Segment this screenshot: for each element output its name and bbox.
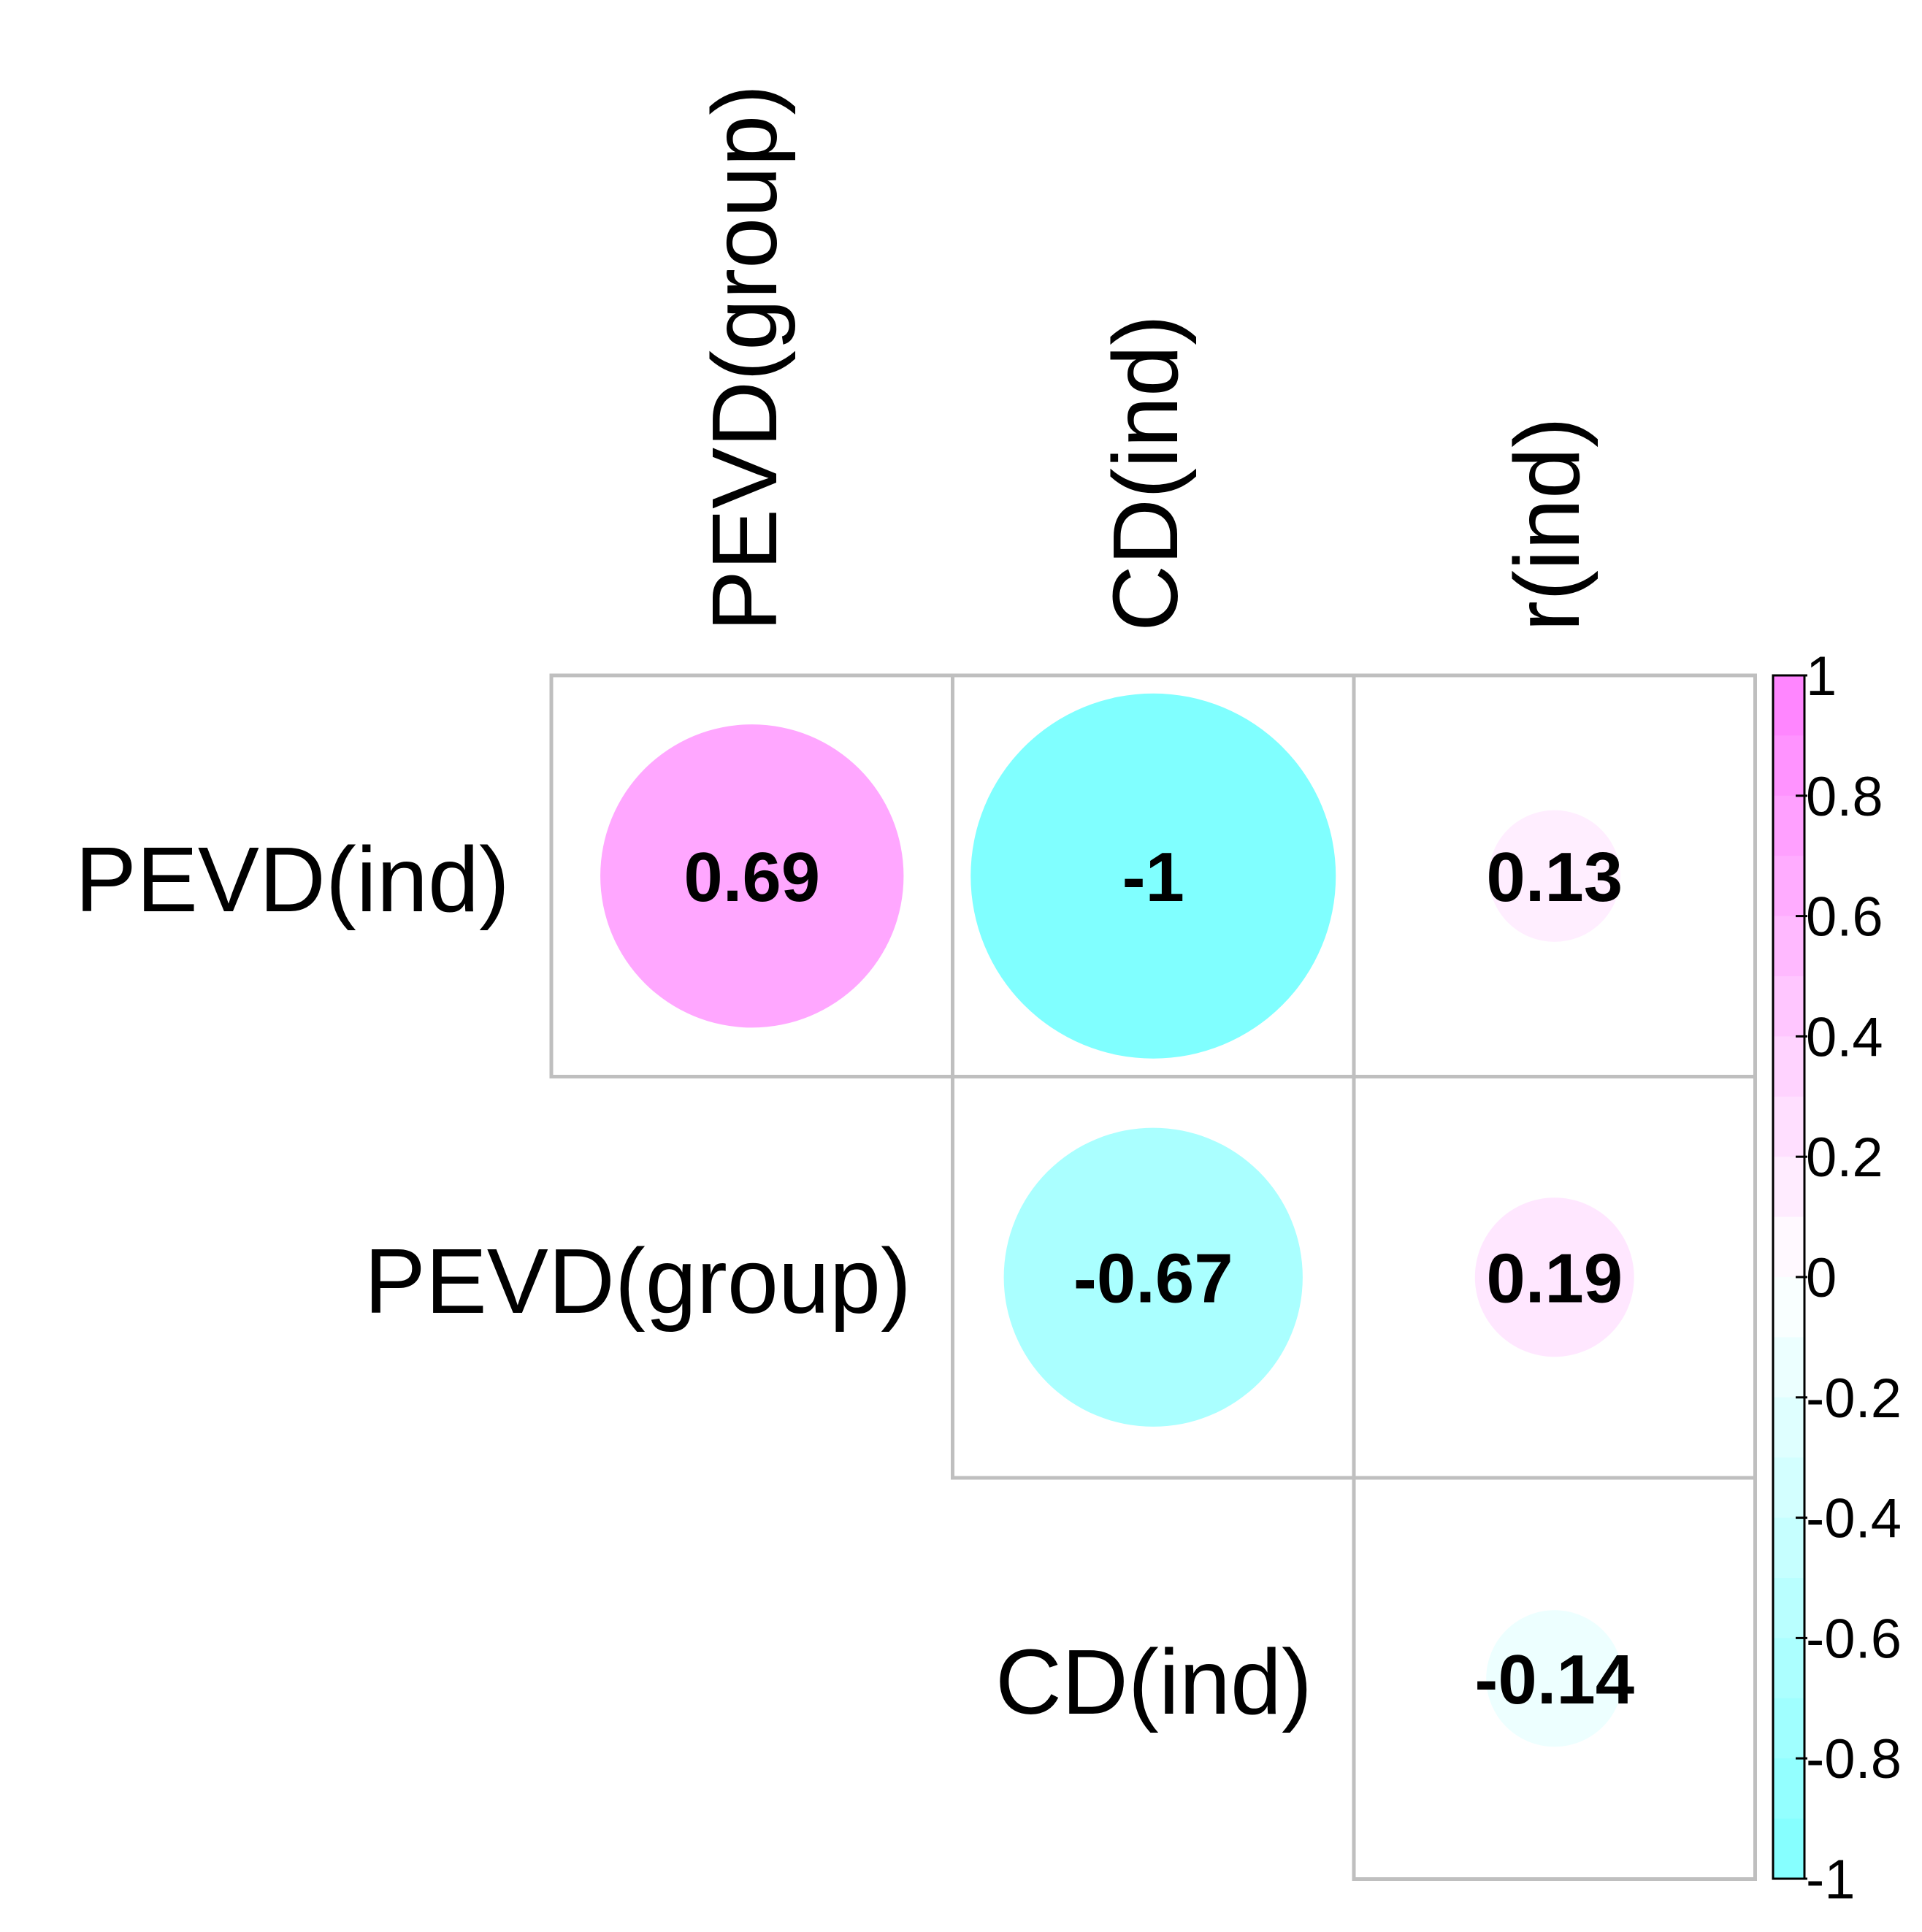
colorbar-segment [1773,1277,1804,1338]
colorbar-segment [1773,976,1804,1037]
correlation-value-label: 0.19 [1486,1239,1623,1317]
colorbar-tick-label: 1 [1806,645,1837,708]
matrix-cell: -0.67 [951,1075,1356,1480]
row-labels: PEVD(ind) PEVD(group) CD(ind) [75,828,1312,1733]
colorbar-segment [1773,1758,1804,1820]
correlation-circle [1488,810,1620,942]
row-label-pevd-group: PEVD(group) [364,1230,911,1333]
colorbar-tick-label: 0.8 [1806,766,1883,828]
colorbar-tick-label: -0.2 [1806,1368,1902,1430]
correlation-circle [1474,1197,1634,1357]
correlation-value-label: 0.13 [1486,838,1623,916]
row-label-pevd-ind: PEVD(ind) [75,828,510,931]
colorbar-tick-label: -0.6 [1806,1608,1902,1670]
colorbar-segment [1773,1638,1804,1699]
column-label-cd-ind: CD(ind) [1094,315,1197,632]
matrix-cells: 0.69 -1 0.13 -0.67 0.19 -0.14 [549,673,1757,1881]
colorbar-segment [1773,795,1804,856]
colorbar-tick-label: -0.4 [1806,1488,1902,1550]
column-label-r-ind: r(ind) [1496,417,1599,632]
correlation-value-label: -0.67 [1073,1239,1233,1317]
colorbar-segment [1773,916,1804,977]
colorbar-segment [1773,1157,1804,1218]
correlation-value-label: -1 [1122,838,1184,916]
colorbar-tick-label: 0.6 [1806,886,1883,948]
colorbar-segment [1773,1457,1804,1519]
colorbar-segment [1773,1036,1804,1097]
colorbar-segment [1773,1216,1804,1278]
correlation-circle [600,724,904,1028]
colorbar-tick-label: 0 [1806,1247,1837,1309]
colorbar-segment [1773,1096,1804,1157]
colorbar-segment [1773,1578,1804,1638]
correlation-circle [1003,1127,1303,1427]
matrix-cell: 0.13 [1352,673,1757,1078]
correlation-value-label: -0.14 [1474,1641,1634,1719]
colorbar-segment [1773,1818,1804,1879]
colorbar-tick-label: 0.2 [1806,1127,1883,1189]
colorbar-tick-label: -0.8 [1806,1728,1902,1790]
colorbar-segment [1773,1337,1804,1398]
color-legend: 1 0.8 0.6 0.4 0.2 0 -0.2 -0.4 -0.6 -0.8 -1 [1772,645,1902,1911]
colorbar-segment [1773,856,1804,917]
colorbar-segment [1773,1517,1804,1579]
matrix-cell: 0.19 [1352,1075,1757,1480]
matrix-cell: -0.14 [1352,1476,1757,1881]
colorbar-tick-label: 0.4 [1806,1006,1883,1068]
column-labels: PEVD(group) CD(ind) r(ind) [693,85,1599,632]
colorbar-segment [1773,675,1804,736]
correlation-value-label: 0.69 [684,838,820,916]
cell-border [1352,1476,1757,1881]
colorbar-segment [1773,735,1804,797]
matrix-cell: -1 [951,673,1356,1078]
correlation-circle [1486,1610,1623,1747]
correlation-circle [970,693,1336,1059]
colorbar-tick-label: -1 [1806,1849,1856,1911]
colorbar-segment [1773,1698,1804,1759]
row-label-cd-ind: CD(ind) [995,1630,1312,1733]
colorbar-segment [1773,1397,1804,1458]
column-label-pevd-group: PEVD(group) [693,85,796,632]
matrix-cell: 0.69 [549,673,954,1078]
